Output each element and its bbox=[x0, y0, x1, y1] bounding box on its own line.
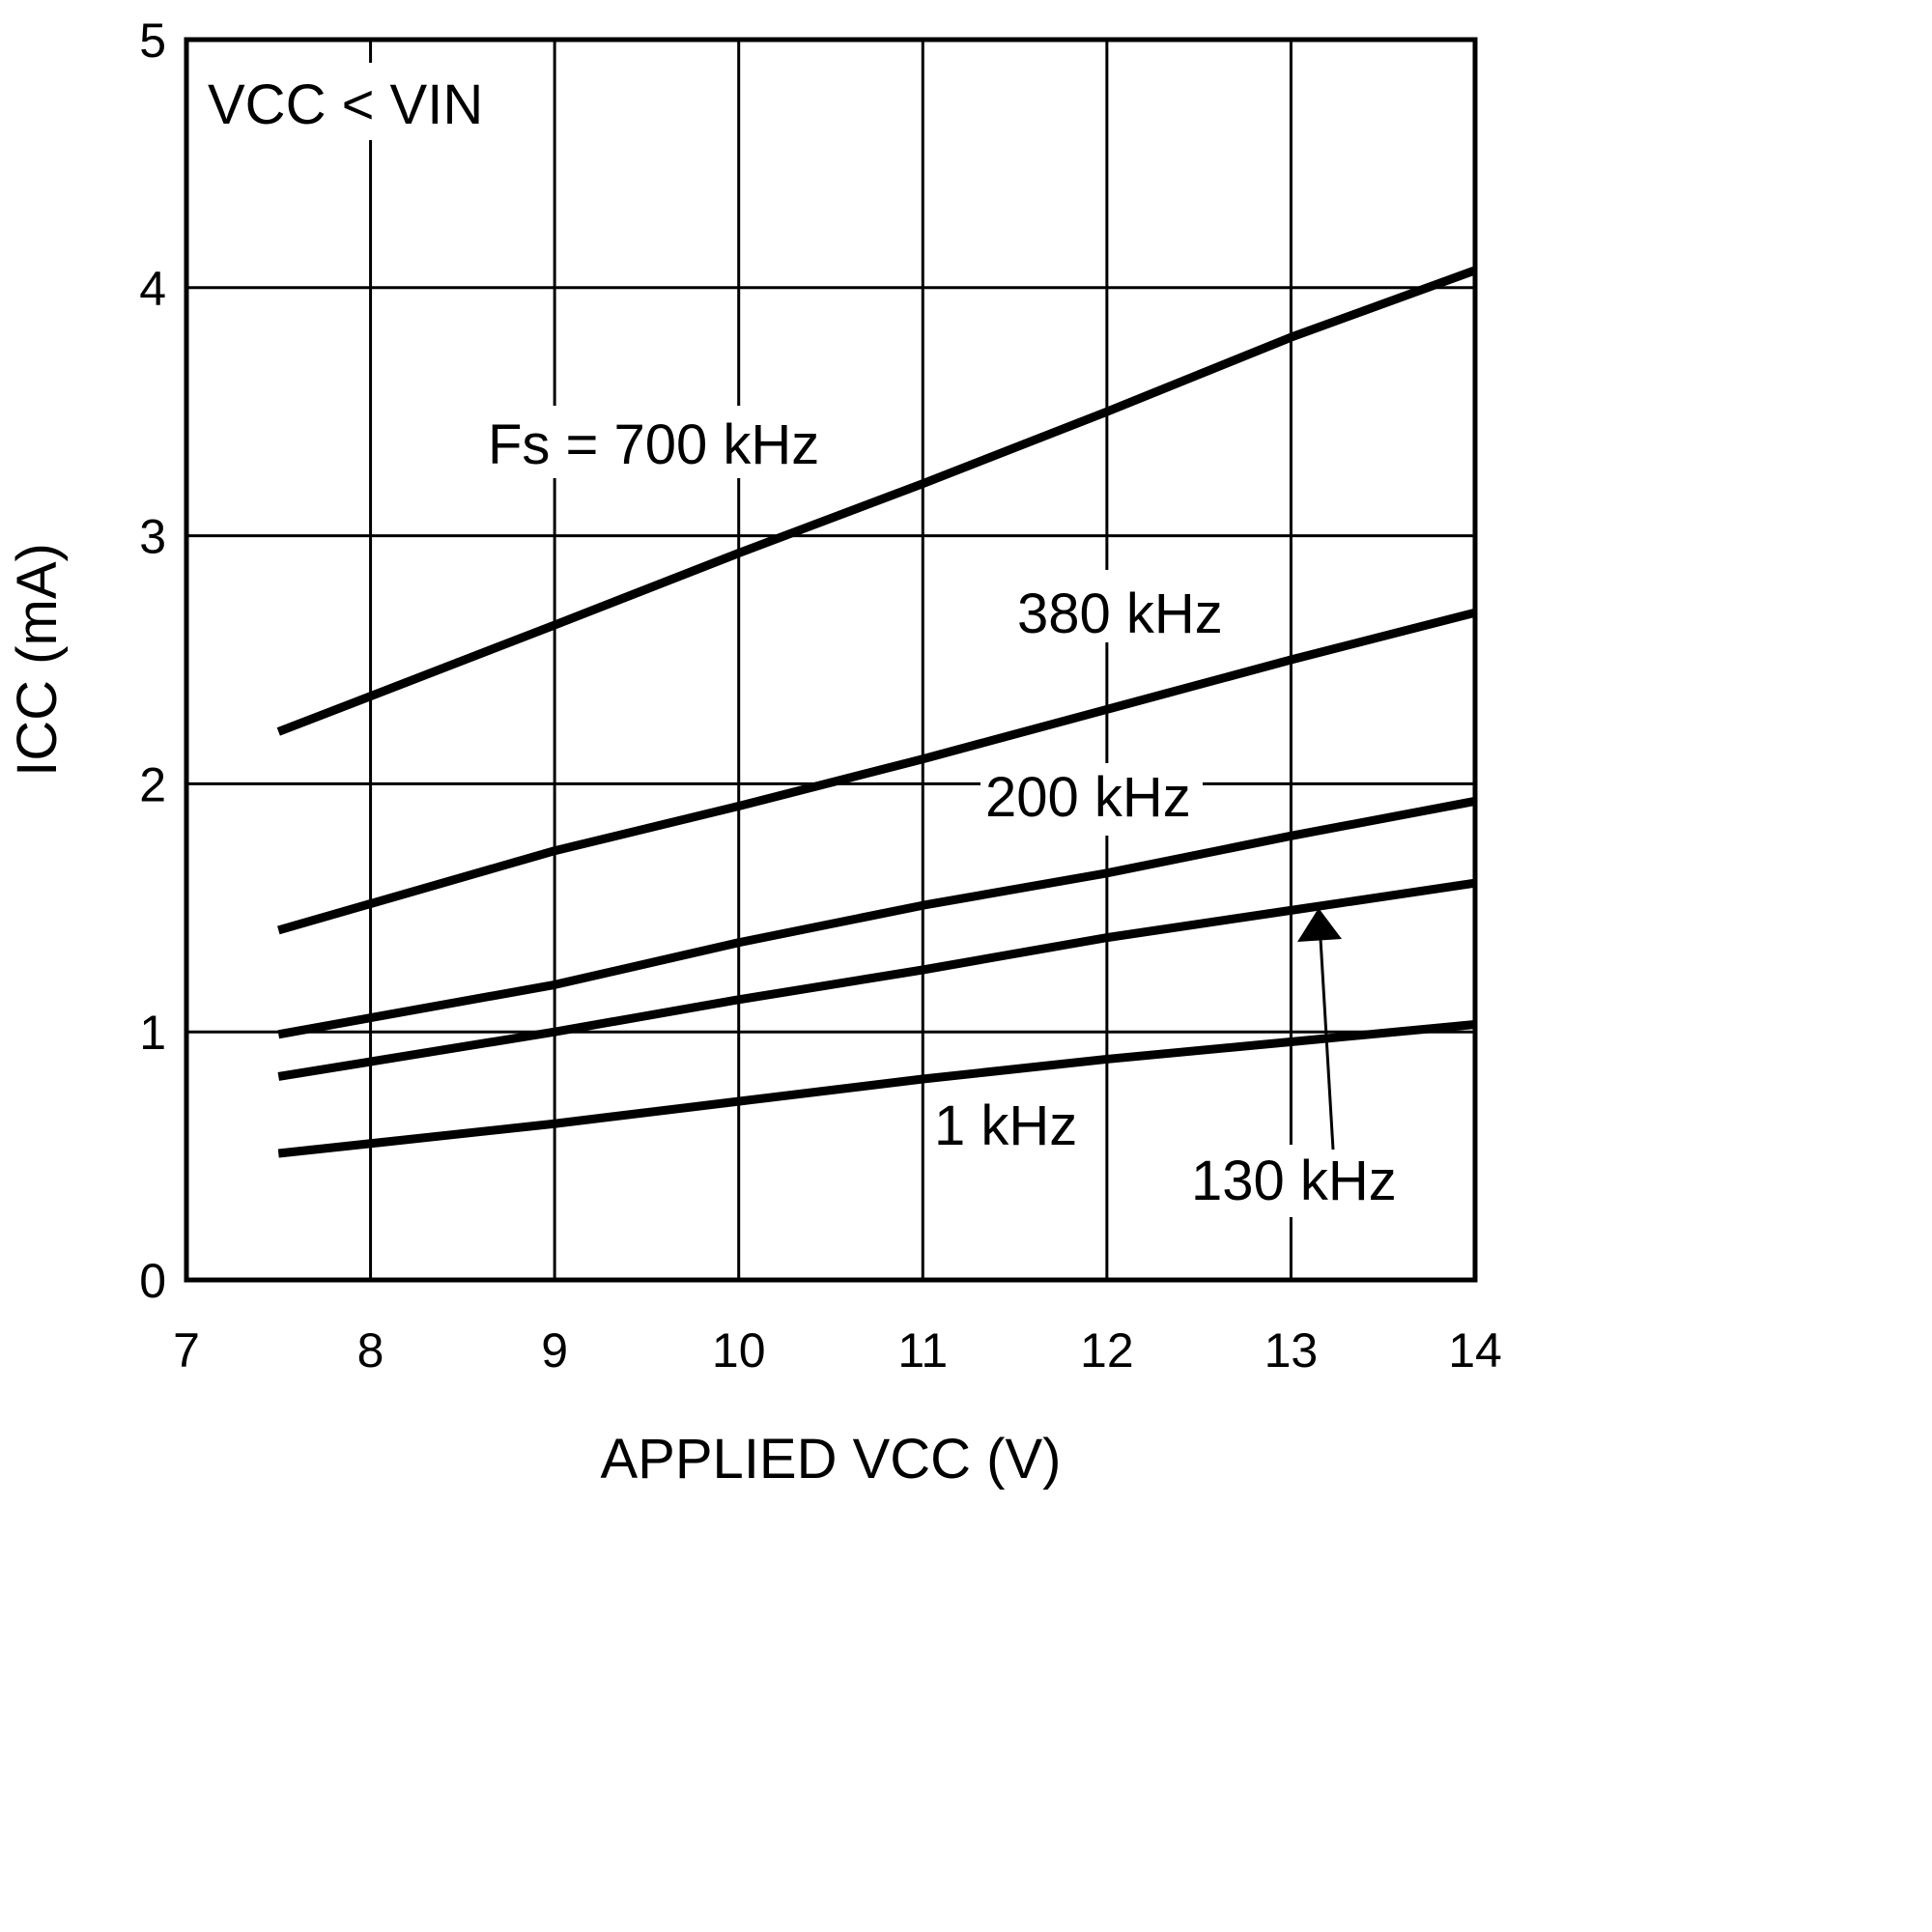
series-label: 1 kHz bbox=[934, 1094, 1077, 1157]
series-label: Fs = 700 kHz bbox=[488, 413, 819, 476]
series-label-bg bbox=[1186, 1145, 1408, 1217]
x-tick-label: 14 bbox=[1448, 1323, 1502, 1378]
x-tick-label: 7 bbox=[173, 1323, 200, 1378]
plot-frame bbox=[184, 37, 1478, 1283]
series-line bbox=[277, 1020, 1476, 1158]
x-tick-label: 8 bbox=[357, 1323, 384, 1378]
series-labels: Fs = 700 kHz 380 kHz 200 kHz 130 kHz 1 kHz bbox=[483, 406, 1408, 1217]
x-tick-label: 10 bbox=[712, 1323, 766, 1378]
series-label-bg bbox=[980, 763, 1203, 836]
annotation: VCC < VIN bbox=[208, 73, 483, 136]
y-axis-label: ICC (mA) bbox=[6, 543, 69, 777]
series-label-bg bbox=[1012, 570, 1235, 642]
series-label-bg bbox=[929, 1092, 1094, 1164]
arrow-130khz bbox=[1318, 922, 1335, 1151]
y-tick-label: 1 bbox=[139, 1006, 166, 1060]
annotation-bg bbox=[198, 63, 546, 140]
x-tick-label: 9 bbox=[541, 1323, 568, 1378]
series-line bbox=[277, 608, 1477, 935]
series-label: 130 kHz bbox=[1191, 1150, 1397, 1212]
series-label-bg bbox=[483, 406, 850, 478]
series-line bbox=[277, 796, 1476, 1039]
y-tick-label: 3 bbox=[139, 510, 166, 564]
series-line bbox=[277, 878, 1476, 1081]
series-label: 200 kHz bbox=[985, 766, 1191, 829]
x-tick-label: 13 bbox=[1264, 1323, 1319, 1378]
arrow-head-icon bbox=[1297, 908, 1342, 942]
y-tick-label: 5 bbox=[139, 14, 166, 68]
series-line bbox=[276, 266, 1477, 736]
series-lines bbox=[276, 266, 1477, 1158]
chart: Fs = 700 kHz 380 kHz 200 kHz 130 kHz 1 kHz V… bbox=[6, 14, 1502, 1491]
x-tick-label: 12 bbox=[1080, 1323, 1134, 1378]
x-tick-label: 11 bbox=[897, 1323, 948, 1378]
y-tick-label: 0 bbox=[139, 1254, 166, 1308]
series-label: 380 kHz bbox=[1017, 582, 1223, 645]
x-axis-label: APPLIED VCC (V) bbox=[601, 1428, 1062, 1491]
y-tick-label: 2 bbox=[139, 757, 166, 811]
y-tick-label: 4 bbox=[139, 262, 166, 316]
